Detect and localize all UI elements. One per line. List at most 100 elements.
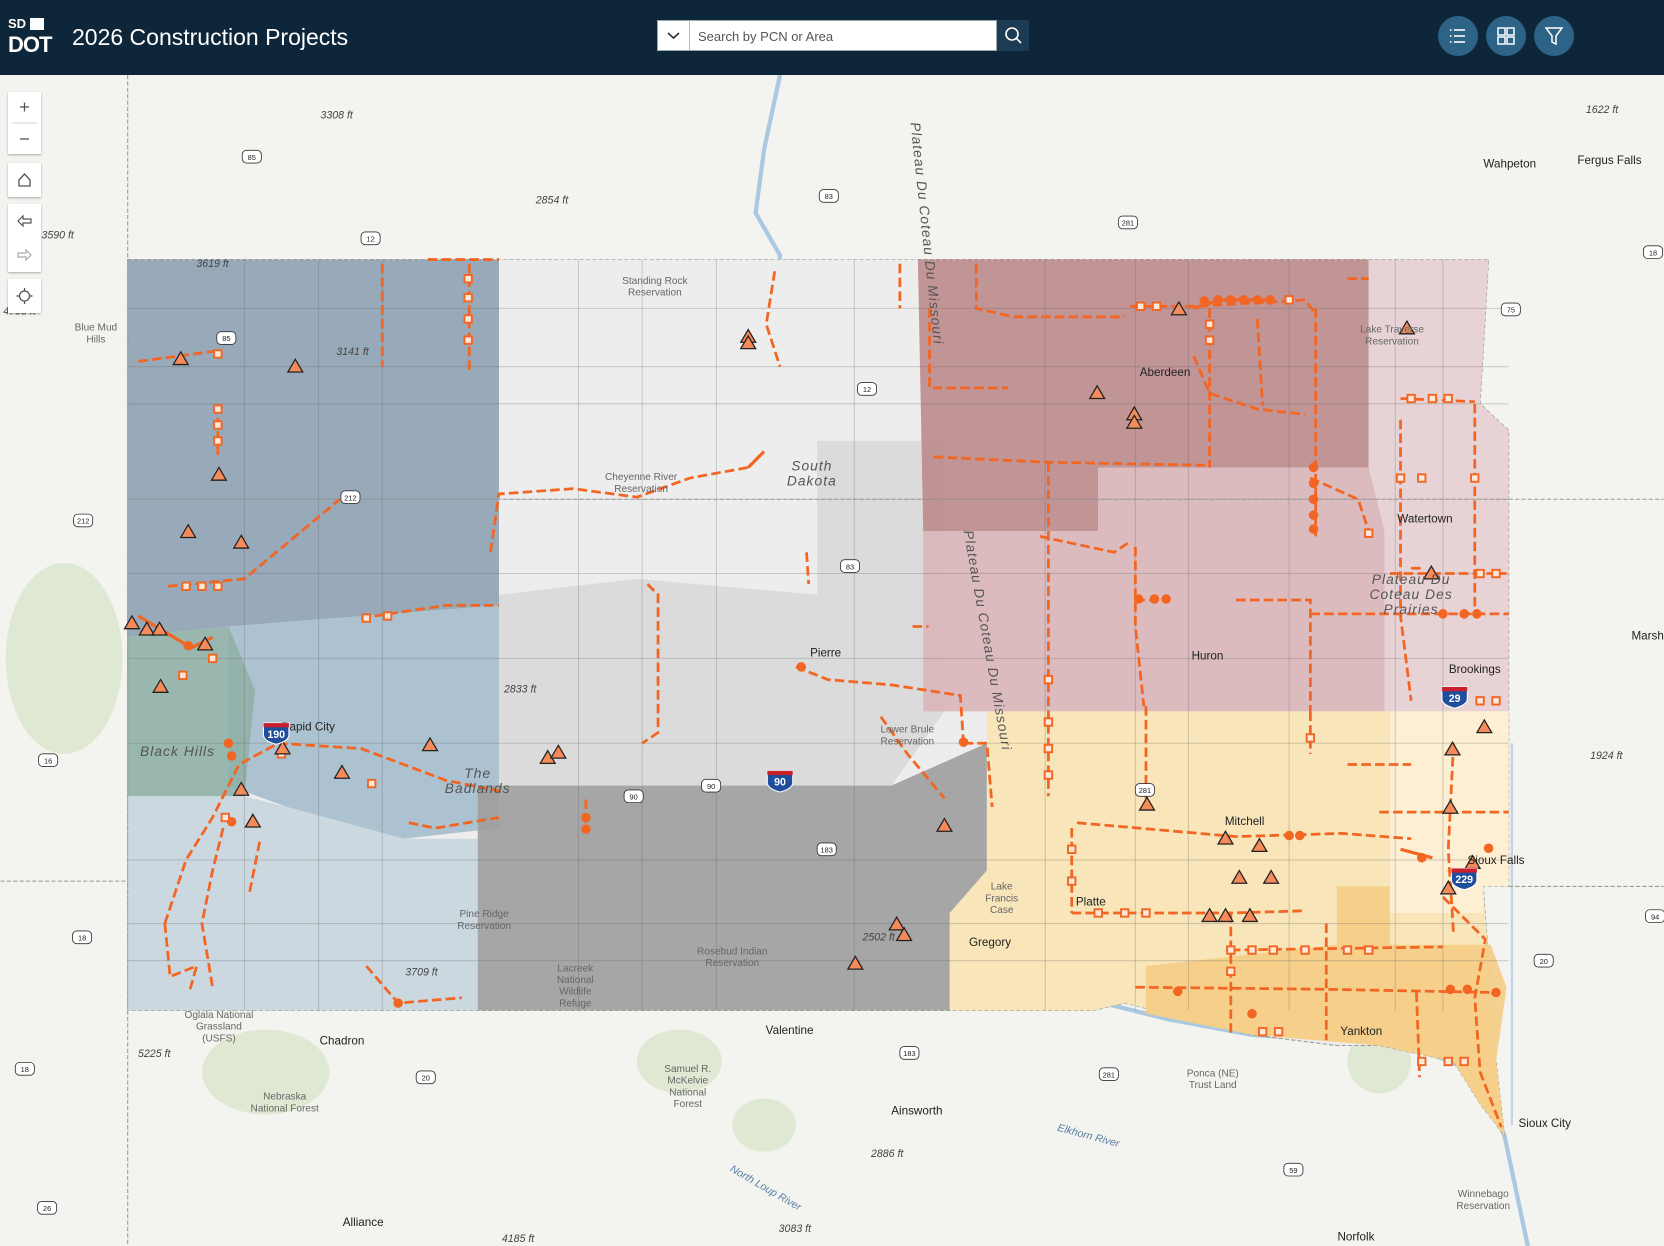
project-site — [895, 926, 913, 942]
project-marker — [220, 812, 230, 823]
project-marker — [1135, 301, 1146, 311]
route-number: 94 — [1651, 912, 1659, 921]
map-label: Lower Brule — [880, 725, 934, 736]
map-label: Pierre — [810, 646, 841, 659]
district-area — [127, 796, 478, 1011]
project-route — [747, 450, 766, 469]
project-point — [1308, 462, 1319, 473]
filter-icon — [1544, 27, 1564, 46]
route-shield — [72, 930, 93, 945]
project-marker — [213, 349, 223, 359]
project-marker — [1284, 295, 1294, 305]
project-point — [1445, 984, 1456, 995]
project-route — [963, 741, 994, 807]
project-site — [1138, 796, 1156, 811]
list-icon — [1450, 29, 1465, 43]
map[interactable]: 3308 ft 2854 ft 3590 ft 3619 ft 3141 ft Blue … — [0, 75, 1664, 1246]
project-site — [935, 817, 953, 832]
route-shield — [899, 1046, 920, 1060]
filter-button[interactable] — [1534, 16, 1574, 56]
project-marker — [1491, 568, 1501, 579]
history-controls[interactable] — [8, 204, 41, 272]
map-label: Forest — [673, 1099, 702, 1110]
map-label: Ainsworth — [891, 1104, 942, 1117]
map-label: 2502 ft — [861, 932, 895, 944]
map-label: Dakota — [787, 473, 837, 488]
district-area — [917, 259, 1369, 532]
map-label: Case — [990, 905, 1014, 916]
project-site — [232, 781, 250, 796]
route-number: 16 — [44, 756, 52, 765]
project-marker — [1475, 696, 1485, 706]
project-point — [958, 737, 969, 747]
district-area — [228, 605, 499, 839]
interstate-shield — [1441, 686, 1468, 709]
route-shield — [415, 1070, 436, 1085]
logo: SD DOT — [8, 16, 52, 57]
home-button[interactable] — [8, 163, 41, 197]
map-label: Reservation — [705, 958, 759, 969]
forest-area — [5, 562, 123, 754]
map-label: Platte — [1076, 896, 1106, 909]
map-label: Lacreek — [557, 963, 594, 974]
map-label: Standing Rock — [622, 276, 688, 287]
project-point — [1149, 594, 1160, 604]
map-label: 3141 ft — [336, 346, 369, 358]
map-label: Winnebago — [1458, 1189, 1509, 1200]
project-site — [179, 523, 197, 539]
search-box[interactable]: Search by PCN or Area — [657, 20, 1029, 51]
project-site — [1422, 564, 1440, 580]
district-area — [498, 440, 945, 786]
project-site — [1441, 799, 1459, 814]
route-shield — [1134, 783, 1155, 797]
map-label: Lake Traverse — [1360, 325, 1424, 336]
project-site — [196, 635, 214, 651]
route-number: 83 — [846, 562, 854, 571]
project-site — [244, 813, 262, 828]
project-site — [1216, 830, 1235, 845]
project-marker — [1043, 674, 1054, 685]
interstate-shield — [1450, 867, 1478, 891]
project-point — [1491, 987, 1501, 998]
logo-text: DOT — [8, 32, 52, 57]
project-site — [333, 764, 351, 779]
search-dropdown[interactable] — [658, 21, 690, 50]
interstate-band — [263, 723, 289, 728]
project-marker — [361, 613, 372, 623]
project-marker — [1491, 696, 1501, 706]
locate-icon — [16, 288, 33, 304]
project-site — [286, 358, 304, 373]
interstate-band — [1441, 687, 1468, 692]
project-route — [1400, 847, 1433, 860]
project-marker — [1406, 393, 1416, 404]
map-label: 1622 ft — [1586, 104, 1619, 116]
project-route — [489, 466, 749, 553]
interstate-shield — [766, 770, 794, 793]
project-site — [152, 678, 170, 693]
zoom-icons — [12, 102, 37, 140]
forest-area — [201, 1029, 330, 1115]
project-marker — [1247, 945, 1257, 955]
project-site — [1088, 384, 1106, 400]
interstate-number: 190 — [267, 729, 285, 741]
project-point — [796, 662, 807, 672]
basemap-button[interactable] — [1486, 16, 1526, 56]
project-marker — [1417, 1056, 1427, 1067]
project-site — [1443, 740, 1462, 756]
project-marker — [213, 436, 223, 446]
map-label: Hills — [86, 334, 105, 345]
map-label: 3709 ft — [405, 967, 438, 979]
locate-button[interactable] — [8, 279, 41, 313]
interstate-shield — [262, 722, 290, 745]
route-number: 281 — [1103, 1070, 1115, 1079]
route-number: 83 — [825, 192, 833, 201]
list-button[interactable] — [1438, 16, 1478, 56]
map-label: Blue Mud — [75, 323, 118, 334]
search-button[interactable] — [997, 20, 1029, 51]
project-route — [1446, 743, 1455, 935]
search-placeholder: Search by PCN or Area — [698, 29, 834, 44]
project-marker — [1204, 335, 1215, 345]
project-site — [1201, 907, 1219, 923]
project-route — [1400, 397, 1475, 404]
map-label: Pine Ridge — [459, 909, 509, 920]
